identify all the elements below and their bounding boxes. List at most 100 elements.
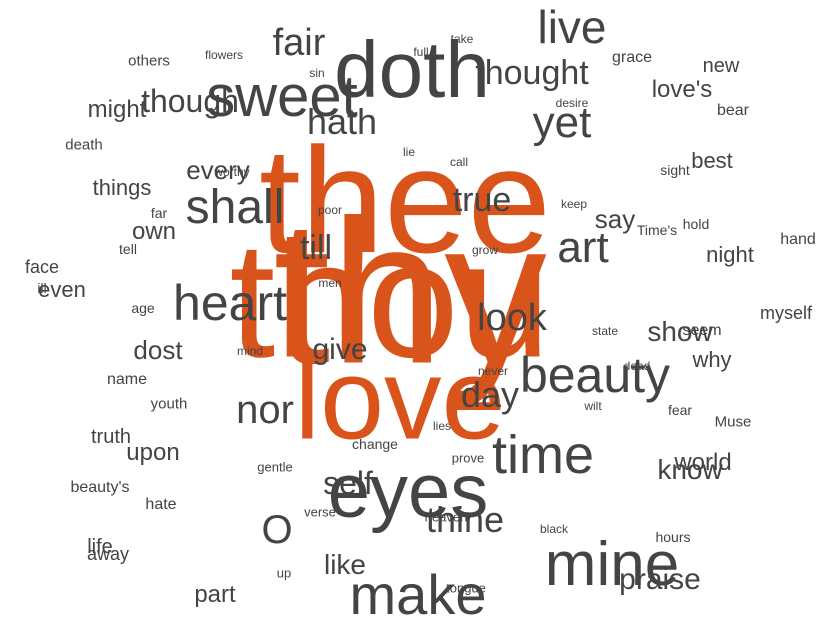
- word-cloud-word: gentle: [257, 459, 293, 475]
- word-cloud-word: mine: [544, 530, 680, 599]
- word-cloud-word: bear: [716, 102, 750, 119]
- word-cloud-word: might: [87, 96, 147, 123]
- word-cloud-word: lie: [402, 145, 416, 159]
- word-cloud-word: day: [460, 374, 520, 415]
- word-cloud-word: away: [86, 544, 130, 564]
- word-cloud-word: dead: [623, 359, 651, 373]
- word-cloud-word: beauty's: [70, 479, 130, 496]
- word-cloud-word: night: [706, 242, 754, 267]
- word-cloud-word: say: [594, 204, 636, 234]
- word-cloud-word: grow: [471, 243, 499, 257]
- word-cloud-word: things: [92, 175, 152, 200]
- word-cloud-word: youth: [150, 395, 188, 413]
- word-cloud-word: fair: [272, 22, 326, 64]
- word-cloud-word: thy: [273, 177, 547, 407]
- word-cloud-word: state: [591, 324, 619, 338]
- word-cloud-word: far: [150, 205, 168, 221]
- word-cloud-word: thou: [229, 207, 551, 392]
- word-cloud-word: love: [294, 335, 506, 464]
- word-cloud-word: thee: [259, 116, 551, 284]
- word-cloud-word: yet: [532, 98, 592, 147]
- word-cloud-word: Muse: [714, 413, 752, 431]
- word-cloud-word: prove: [451, 450, 485, 466]
- word-cloud-word: thine: [425, 499, 505, 540]
- word-cloud-word: though: [141, 83, 239, 119]
- word-cloud-word: men: [318, 276, 342, 290]
- word-cloud-word: love's: [651, 76, 713, 103]
- word-cloud-word: like: [323, 549, 367, 580]
- word-cloud-word: black: [539, 522, 569, 536]
- word-cloud-word: never: [477, 364, 509, 378]
- word-cloud-word: own: [131, 218, 177, 245]
- word-cloud-word: change: [352, 436, 398, 452]
- word-cloud-word: mind: [236, 344, 264, 358]
- word-cloud-word: grace: [611, 49, 653, 66]
- word-cloud-word: shall: [185, 181, 285, 234]
- word-cloud-word: heaven: [424, 509, 468, 525]
- word-cloud-word: self: [323, 465, 373, 501]
- word-cloud-word: take: [450, 32, 474, 46]
- word-cloud-word: hand: [780, 231, 816, 248]
- word-cloud-word: age: [131, 300, 155, 316]
- word-cloud-word: thought: [475, 54, 589, 92]
- word-cloud-word: till: [299, 229, 333, 267]
- word-cloud-word: full: [413, 45, 429, 59]
- word-cloud-word: verse: [304, 504, 336, 520]
- word-cloud-word: know: [657, 454, 723, 485]
- word-cloud-word: tell: [119, 241, 137, 257]
- word-cloud-word: nor: [236, 388, 294, 432]
- word-cloud-word: flowers: [204, 48, 244, 62]
- word-cloud-word: time: [491, 425, 595, 485]
- word-cloud-word: heart: [173, 275, 287, 331]
- word-cloud-word: show: [647, 316, 713, 347]
- word-cloud-word: myself: [759, 303, 813, 323]
- word-cloud-word: doth: [334, 25, 490, 114]
- word-cloud-word: up: [276, 565, 292, 581]
- word-cloud-word: hold: [682, 216, 710, 232]
- word-cloud-word: life: [87, 536, 113, 558]
- word-cloud-word: tongue: [446, 580, 486, 596]
- word-cloud-word: call: [449, 155, 469, 169]
- word-cloud-word: why: [692, 347, 732, 372]
- word-cloud-word: true: [452, 181, 512, 219]
- word-cloud-word: every: [186, 155, 250, 185]
- word-cloud-word: art: [557, 223, 609, 272]
- word-cloud-word: desire: [555, 96, 589, 110]
- word-cloud-word: part: [194, 581, 236, 608]
- word-cloud-word: Time's: [636, 222, 678, 238]
- word-cloud-word: upon: [126, 439, 180, 466]
- word-cloud-word: sight: [660, 162, 690, 178]
- word-cloud-word: make: [349, 563, 487, 626]
- word-cloud-word: worthy: [214, 165, 250, 179]
- word-cloud-word: hours: [655, 529, 691, 545]
- word-cloud-word: death: [65, 136, 103, 154]
- word-cloud-word: O: [261, 508, 293, 552]
- word-cloud-word: give: [312, 333, 368, 366]
- word-cloud-word: face: [24, 257, 60, 277]
- word-cloud-word: wilt: [584, 399, 602, 413]
- word-cloud-word: world: [674, 449, 732, 476]
- word-cloud-word: truth: [90, 426, 132, 448]
- word-cloud-word: others: [128, 52, 170, 70]
- word-cloud-word: hath: [306, 101, 378, 142]
- word-cloud-word: beauty: [519, 347, 671, 403]
- word-cloud-word: sin: [309, 66, 325, 80]
- word-cloud-word: praise: [619, 563, 701, 596]
- word-cloud-word: lies: [432, 419, 452, 433]
- word-cloud-word: best: [691, 148, 733, 173]
- word-cloud-word: sweet: [206, 64, 358, 129]
- word-cloud-word: eyes: [327, 449, 489, 534]
- word-cloud-word: hate: [145, 496, 177, 513]
- word-cloud-word: ill: [37, 280, 47, 296]
- word-cloud-word: seem: [682, 322, 722, 339]
- word-cloud-word: name: [106, 371, 148, 388]
- word-cloud-word: dost: [133, 335, 183, 365]
- word-cloud-word: poor: [317, 203, 343, 217]
- word-cloud-word: even: [38, 277, 86, 302]
- word-cloud-word: keep: [560, 197, 588, 211]
- word-cloud-word: live: [537, 1, 607, 53]
- word-cloud-word: fear: [667, 402, 693, 418]
- word-cloud-word: look: [477, 297, 547, 339]
- word-cloud-word: new: [702, 55, 740, 77]
